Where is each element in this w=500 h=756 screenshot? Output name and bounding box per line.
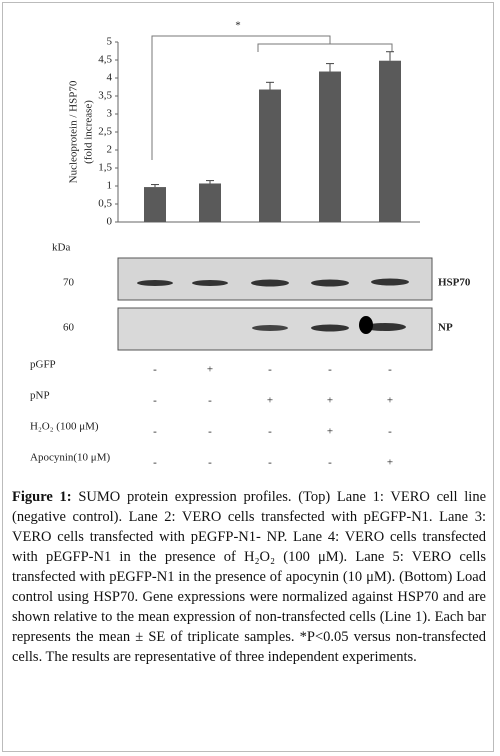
condition-sign: + [327,426,333,438]
condition-label: H₂O₂ (100 μM) [30,421,99,433]
caption: Figure 1: SUMO protein expression profil… [12,487,486,667]
caption-text: SUMO protein expression profiles. (Top) … [12,489,487,665]
condition-sign: - [328,457,332,469]
blot-name: HSP70 [438,277,471,289]
blot-bands [137,278,409,334]
y-axis-label: (fold increase) [83,100,95,164]
band [364,323,406,331]
condition-sign: - [208,426,212,438]
condition-sign: + [387,457,393,469]
bracket-line [151,35,331,160]
band [252,325,288,331]
y-tick-label: 5 [107,36,113,48]
condition-sign: - [268,364,272,376]
y-tick-label: 2,5 [98,126,112,138]
significance-bracket [151,35,393,160]
figure: Nucleoprotein / HSP70 (fold increase) * … [30,20,471,469]
condition-sign: + [387,395,393,407]
y-tick-label: 0,5 [98,198,112,210]
blot-name: NP [438,322,453,334]
bar [379,60,401,222]
y-axis-label: Nucleoprotein / HSP70 [68,80,80,183]
bar [259,89,281,223]
band [251,279,289,287]
band [192,280,228,286]
condition-sign: - [328,364,332,376]
bracket-line [257,43,393,52]
y-tick-label: 3 [107,108,113,120]
caption-label: Figure 1: [12,489,72,505]
band [137,280,173,286]
band [311,279,349,287]
condition-sign: - [388,364,392,376]
condition-sign: + [267,395,273,407]
y-tick-label: 1,5 [98,162,112,174]
condition-sign: - [153,457,157,469]
y-tick-label: 0 [107,216,113,228]
bar [319,71,341,223]
condition-sign: - [208,395,212,407]
figure-frame [2,2,494,752]
y-tick-label: 4,5 [98,54,112,66]
condition-sign: - [153,426,157,438]
blot-unit: kDa [52,242,70,254]
condition-sign: - [153,395,157,407]
condition-label: pNP [30,390,50,402]
y-tick-label: 1 [107,180,113,192]
bar [199,183,221,222]
blot-size: 70 [63,277,75,289]
condition-sign: + [327,395,333,407]
condition-sign: - [268,426,272,438]
condition-sign: - [153,364,157,376]
band [359,316,373,334]
blot-size: 60 [63,322,75,334]
band [311,324,349,332]
condition-sign: + [207,364,213,376]
condition-sign: - [268,457,272,469]
condition-sign: - [208,457,212,469]
y-tick-label: 3,5 [98,90,112,102]
condition-sign: - [388,426,392,438]
bar [144,187,166,222]
condition-label: Apocynin(10 μM) [30,452,110,464]
blot-panel [117,257,433,301]
significance-mark: * [235,20,241,32]
condition-label: pGFP [30,359,56,371]
y-tick-label: 4 [107,72,113,84]
band [371,278,409,286]
y-tick-label: 2 [107,144,113,156]
